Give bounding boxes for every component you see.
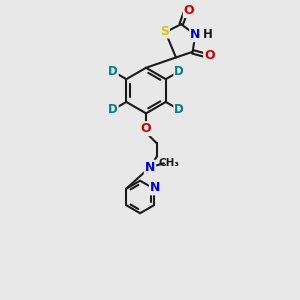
Text: D: D	[174, 103, 184, 116]
Text: O: O	[141, 122, 151, 135]
Text: D: D	[108, 103, 118, 116]
Text: D: D	[174, 65, 184, 78]
Text: CH₃: CH₃	[158, 158, 179, 168]
Text: O: O	[184, 4, 194, 17]
Text: O: O	[204, 49, 215, 62]
Text: N: N	[190, 28, 200, 41]
Text: D: D	[108, 65, 118, 78]
Text: H: H	[203, 28, 213, 41]
Text: N: N	[145, 161, 155, 174]
Text: N: N	[150, 181, 160, 194]
Text: S: S	[160, 25, 169, 38]
